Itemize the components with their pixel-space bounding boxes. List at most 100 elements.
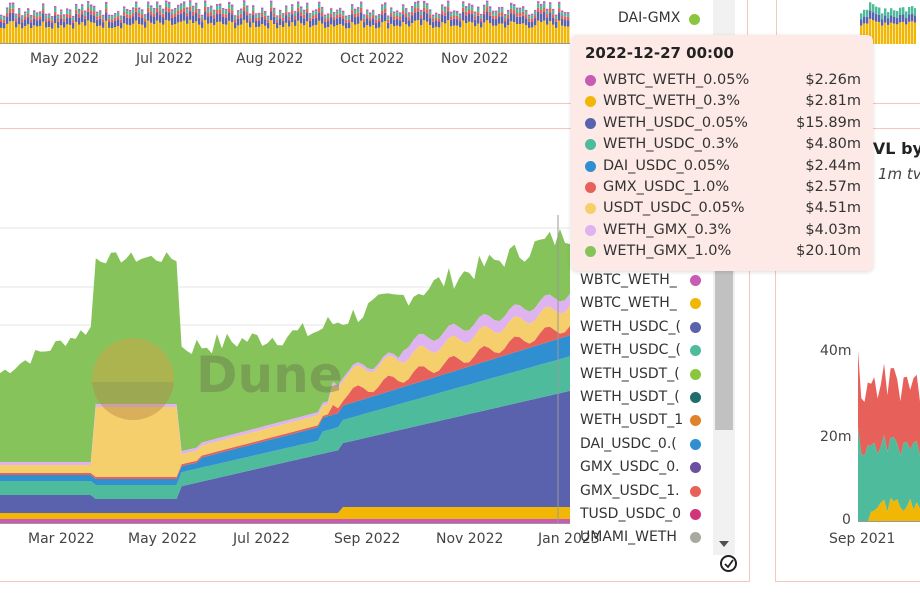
top-bar-segment bbox=[201, 19, 204, 23]
top-bar-segment bbox=[447, 7, 450, 12]
scroll-down-arrow-icon[interactable] bbox=[719, 541, 729, 547]
top-bar-segment bbox=[336, 9, 339, 12]
legend-item[interactable]: UMAMI_WETH bbox=[580, 527, 710, 549]
top-bar-segment bbox=[420, 9, 423, 12]
top-bar-segment bbox=[477, 8, 480, 13]
top-bar-segment bbox=[480, 21, 483, 28]
top-bar-segment bbox=[453, 15, 456, 19]
top-bar-segment bbox=[429, 25, 432, 44]
top-bar-segment bbox=[492, 25, 495, 44]
legend-item[interactable]: WBTC_WETH_ bbox=[580, 270, 710, 292]
top-bar-segment bbox=[441, 22, 444, 44]
top-bar-segment bbox=[69, 14, 72, 19]
top-bar-segment bbox=[327, 13, 330, 15]
top-bar-segment bbox=[243, 0, 246, 3]
top-bar-segment bbox=[372, 14, 375, 19]
top-bar-segment bbox=[450, 11, 453, 14]
top-bar-segment bbox=[333, 20, 336, 27]
top-bar-segment bbox=[549, 12, 552, 21]
top-bar-segment bbox=[300, 23, 303, 44]
top-bar-segment bbox=[153, 9, 156, 14]
top-bar-segment bbox=[555, 27, 558, 44]
top-bar-segment bbox=[168, 1, 171, 4]
top-bar-segment bbox=[270, 11, 273, 21]
legend-item[interactable]: WETH_USDC_( bbox=[580, 340, 710, 362]
top-bar-segment bbox=[108, 19, 111, 22]
top-bar-segment bbox=[129, 11, 132, 16]
top-bar-segment bbox=[429, 9, 432, 12]
main-x-axis bbox=[0, 523, 570, 524]
legend-item[interactable]: GMX_USDC_1. bbox=[580, 481, 710, 503]
top-bar-segment bbox=[120, 15, 123, 17]
top-bar-segment bbox=[111, 28, 114, 44]
top-bar-segment bbox=[162, 10, 165, 14]
top-bar-segment bbox=[63, 14, 66, 16]
check-circle-icon[interactable] bbox=[720, 555, 737, 572]
top-bar-segment bbox=[213, 14, 216, 19]
top-bar-segment bbox=[543, 7, 546, 12]
top-bar-segment bbox=[495, 25, 498, 44]
top-bar-segment bbox=[114, 27, 117, 44]
top-bar-segment bbox=[255, 21, 258, 28]
legend-item[interactable]: WETH_USDC_( bbox=[580, 317, 710, 339]
top-bar-segment bbox=[558, 8, 561, 13]
top-bar-segment bbox=[480, 15, 483, 19]
legend-dot bbox=[690, 462, 701, 474]
top-bar-segment bbox=[195, 13, 198, 22]
top-bar-segment bbox=[528, 16, 531, 19]
top-bar-segment bbox=[150, 15, 153, 23]
top-bar-segment bbox=[102, 14, 105, 17]
top-bar-segment bbox=[273, 9, 276, 14]
top-bar-segment bbox=[189, 19, 192, 44]
top-bar-segment bbox=[354, 14, 357, 18]
dune-watermark: Dune bbox=[92, 338, 343, 422]
top-bar-segment bbox=[399, 26, 402, 44]
top-x-tick: Aug 2022 bbox=[236, 51, 304, 67]
top-bar-segment bbox=[423, 0, 426, 4]
legend-item[interactable]: WBTC_WETH_ bbox=[580, 293, 710, 315]
top-bar-segment bbox=[519, 24, 522, 44]
top-x-tick: Jul 2022 bbox=[136, 51, 193, 67]
legend-item[interactable]: GMX_USDC_0. bbox=[580, 457, 710, 479]
top-bar-segment bbox=[36, 13, 39, 18]
legend-item[interactable]: TUSD_USDC_0 bbox=[580, 504, 710, 526]
top-right-bar-segment bbox=[914, 22, 916, 44]
top-bar-segment bbox=[477, 12, 480, 16]
top-bar-segment bbox=[384, 12, 387, 22]
top-bar-segment bbox=[123, 23, 126, 44]
top-bar-segment bbox=[267, 15, 270, 18]
top-bar-segment bbox=[495, 12, 498, 16]
top-bar-segment bbox=[324, 27, 327, 44]
top-bar-segment bbox=[411, 6, 414, 8]
top-bar-segment bbox=[327, 21, 330, 28]
legend-item[interactable]: WETH_USDT_( bbox=[580, 364, 710, 386]
legend-item[interactable]: WETH_USDT_1 bbox=[580, 410, 710, 432]
top-bar-segment bbox=[522, 6, 525, 9]
top-bar-segment bbox=[33, 10, 36, 12]
tooltip-series-name: WETH_USDC_0.3% bbox=[603, 136, 739, 153]
top-legend-item[interactable]: DAI-GMX bbox=[600, 9, 710, 29]
top-bar-segment bbox=[15, 21, 18, 28]
top-bar-segment bbox=[339, 24, 342, 44]
top-bar-segment bbox=[81, 14, 84, 23]
top-bar-segment bbox=[507, 18, 510, 26]
legend-item[interactable]: DAI_USDC_0.( bbox=[580, 434, 710, 456]
top-bar-segment bbox=[486, 2, 489, 8]
top-bar-segment bbox=[462, 20, 465, 44]
legend-scrollbar-thumb[interactable] bbox=[715, 270, 733, 430]
top-bar-segment bbox=[225, 8, 228, 11]
top-bar-segment bbox=[84, 18, 87, 26]
top-bar-segment bbox=[129, 10, 132, 12]
top-bar-segment bbox=[3, 28, 6, 44]
top-bar-segment bbox=[12, 4, 15, 9]
top-bar-segment bbox=[60, 11, 63, 15]
top-bar-segment bbox=[216, 4, 219, 6]
top-bar-segment bbox=[258, 20, 261, 27]
top-bar-segment bbox=[99, 11, 102, 16]
top-bar-segment bbox=[132, 16, 135, 24]
top-bar-segment bbox=[120, 28, 123, 44]
top-bar-segment bbox=[318, 20, 321, 44]
top-right-bar-segment bbox=[911, 21, 914, 44]
top-x-tick: May 2022 bbox=[30, 51, 100, 67]
legend-item[interactable]: WETH_USDT_( bbox=[580, 387, 710, 409]
